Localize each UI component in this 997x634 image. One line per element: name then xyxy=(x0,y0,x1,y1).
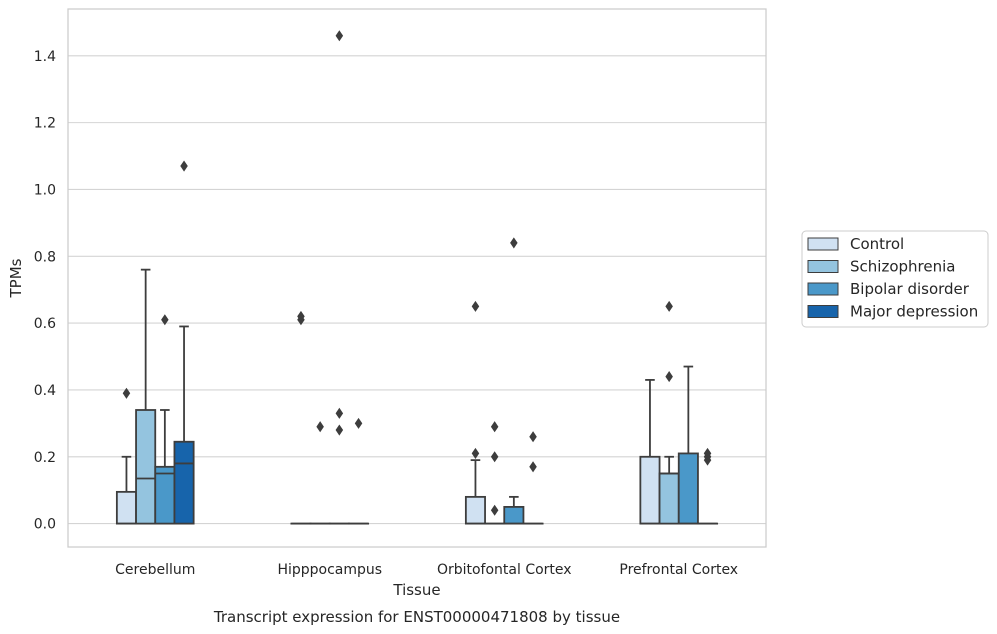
box-group xyxy=(348,417,370,525)
box-iqr xyxy=(115,490,137,525)
box-group xyxy=(290,310,312,525)
outlier-point xyxy=(490,421,499,433)
box-group xyxy=(464,300,486,525)
box-iqr xyxy=(173,440,195,525)
outlier-point xyxy=(354,417,363,429)
legend-label: Schizophrenia xyxy=(850,258,955,276)
y-tick-label: 1.2 xyxy=(34,116,56,132)
legend-label: Major depression xyxy=(850,303,978,321)
x-axis-ticks: Cerebellum Hipppocampus Orbitofontal Corte… xyxy=(115,562,738,578)
y-tick-label: 0.0 xyxy=(34,517,56,533)
outlier-point xyxy=(490,451,499,463)
legend-swatch xyxy=(807,237,839,251)
outlier-point xyxy=(161,314,169,326)
legend-label: Control xyxy=(850,235,904,253)
legend-swatch xyxy=(807,282,839,296)
box-group xyxy=(328,30,350,525)
box-iqr xyxy=(639,455,661,525)
x-axis-title: Tissue xyxy=(392,581,440,599)
x-tick-label: Cerebellum xyxy=(115,562,195,578)
outlier-point xyxy=(180,160,188,172)
outlier-point xyxy=(490,504,499,516)
legend-frame xyxy=(801,230,989,328)
box-iqr xyxy=(677,452,699,525)
y-tick-label: 0.2 xyxy=(34,450,56,466)
box-group xyxy=(639,379,661,525)
box-iqr xyxy=(135,409,157,525)
outlier-point xyxy=(529,431,537,443)
box-group xyxy=(173,160,195,525)
box-group xyxy=(484,421,506,525)
box-iqr xyxy=(464,495,486,525)
outlier-point xyxy=(122,387,131,399)
outlier-point xyxy=(665,300,673,312)
outlier-point xyxy=(529,461,537,473)
outlier-point xyxy=(471,300,480,312)
box-group xyxy=(697,447,719,525)
x-tick-label: Prefrontal Cortex xyxy=(619,562,738,578)
box-plot-marks xyxy=(115,30,719,525)
outlier-point xyxy=(335,407,344,419)
box-group xyxy=(503,237,525,525)
y-tick-label: 0.8 xyxy=(34,249,56,265)
y-tick-label: 0.6 xyxy=(34,316,56,332)
outlier-point xyxy=(297,310,305,322)
box-iqr xyxy=(154,465,176,525)
box-iqr xyxy=(503,506,525,525)
outlier-point xyxy=(335,424,344,436)
y-axis-title: TPMs xyxy=(7,258,25,298)
outlier-point xyxy=(510,237,518,249)
legend-swatch xyxy=(807,260,839,273)
outlier-point xyxy=(335,30,344,42)
chart-caption: Transcript expression for ENST0000047180… xyxy=(213,608,620,626)
y-axis-ticks: 0.0 0.2 0.4 0.6 0.8 1.0 1.2 1.4 xyxy=(34,49,56,533)
legend: Control Schizophrenia Bipolar disorder Majo… xyxy=(801,230,989,328)
y-tick-label: 1.0 xyxy=(34,182,56,198)
outlier-point xyxy=(665,371,673,383)
box-iqr xyxy=(658,472,680,525)
outlier-point xyxy=(471,447,480,459)
outlier-point xyxy=(316,421,324,433)
legend-label: Bipolar disorder xyxy=(850,280,970,298)
box-group xyxy=(677,365,699,525)
box-group xyxy=(522,431,544,525)
legend-swatch xyxy=(807,305,839,318)
box-group xyxy=(115,387,137,525)
y-tick-label: 1.4 xyxy=(34,49,56,65)
x-tick-label: Orbitofontal Cortex xyxy=(437,562,572,578)
plot-frame xyxy=(67,8,767,548)
outlier-point xyxy=(703,447,712,459)
x-tick-label: Hipppocampus xyxy=(277,562,382,578)
box-group xyxy=(658,300,680,525)
y-tick-label: 0.4 xyxy=(34,383,56,399)
